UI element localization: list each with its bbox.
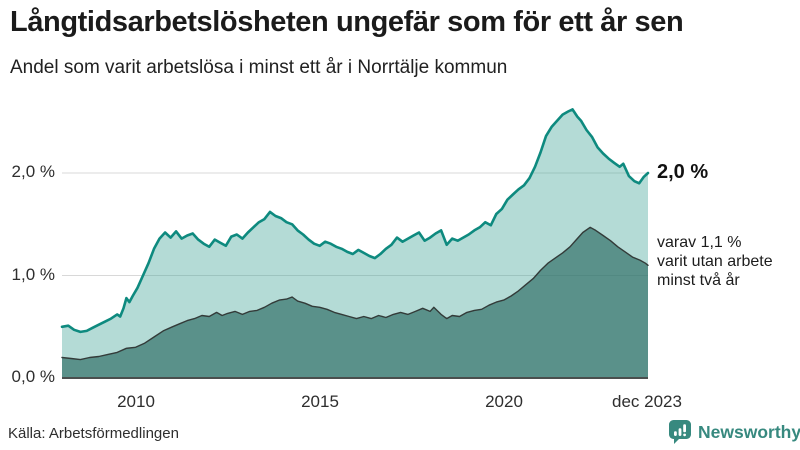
chart-subtitle: Andel som varit arbetslösa i minst ett å…: [10, 57, 508, 78]
area-series-1: [62, 227, 648, 378]
end-value-label-total: 2,0 %: [657, 161, 709, 183]
line-series-1: [61, 226, 649, 361]
newsworthy-logo[interactable]: Newsworthy: [668, 418, 800, 446]
end-value-label-subset: varav 1,1 % varit utan arbete minst två …: [657, 234, 773, 289]
page-title: Långtidsarbetslösheten ungefär som för e…: [10, 6, 684, 38]
x-axis-tick-2015: 2015: [301, 392, 339, 411]
source-attribution: Källa: Arbetsförmedlingen: [8, 425, 179, 442]
y-axis-tick-1: 1,0 %: [11, 265, 55, 284]
x-axis-tick-dec-2023: dec 2023: [612, 392, 682, 411]
x-axis-tick-2010: 2010: [117, 392, 155, 411]
line-series-0: [60, 108, 650, 334]
y-axis-tick-0: 0,0 %: [11, 367, 55, 386]
y-axis-tick-2: 2,0 %: [11, 162, 55, 181]
newsworthy-logo-text: Newsworthy: [698, 421, 800, 442]
x-axis-tick-2020: 2020: [485, 392, 523, 411]
newsworthy-bubble-chart-icon: [668, 419, 692, 445]
